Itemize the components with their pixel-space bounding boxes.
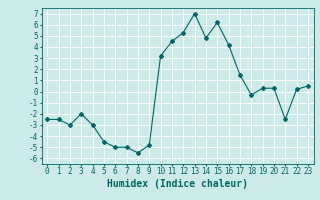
X-axis label: Humidex (Indice chaleur): Humidex (Indice chaleur) (107, 179, 248, 189)
